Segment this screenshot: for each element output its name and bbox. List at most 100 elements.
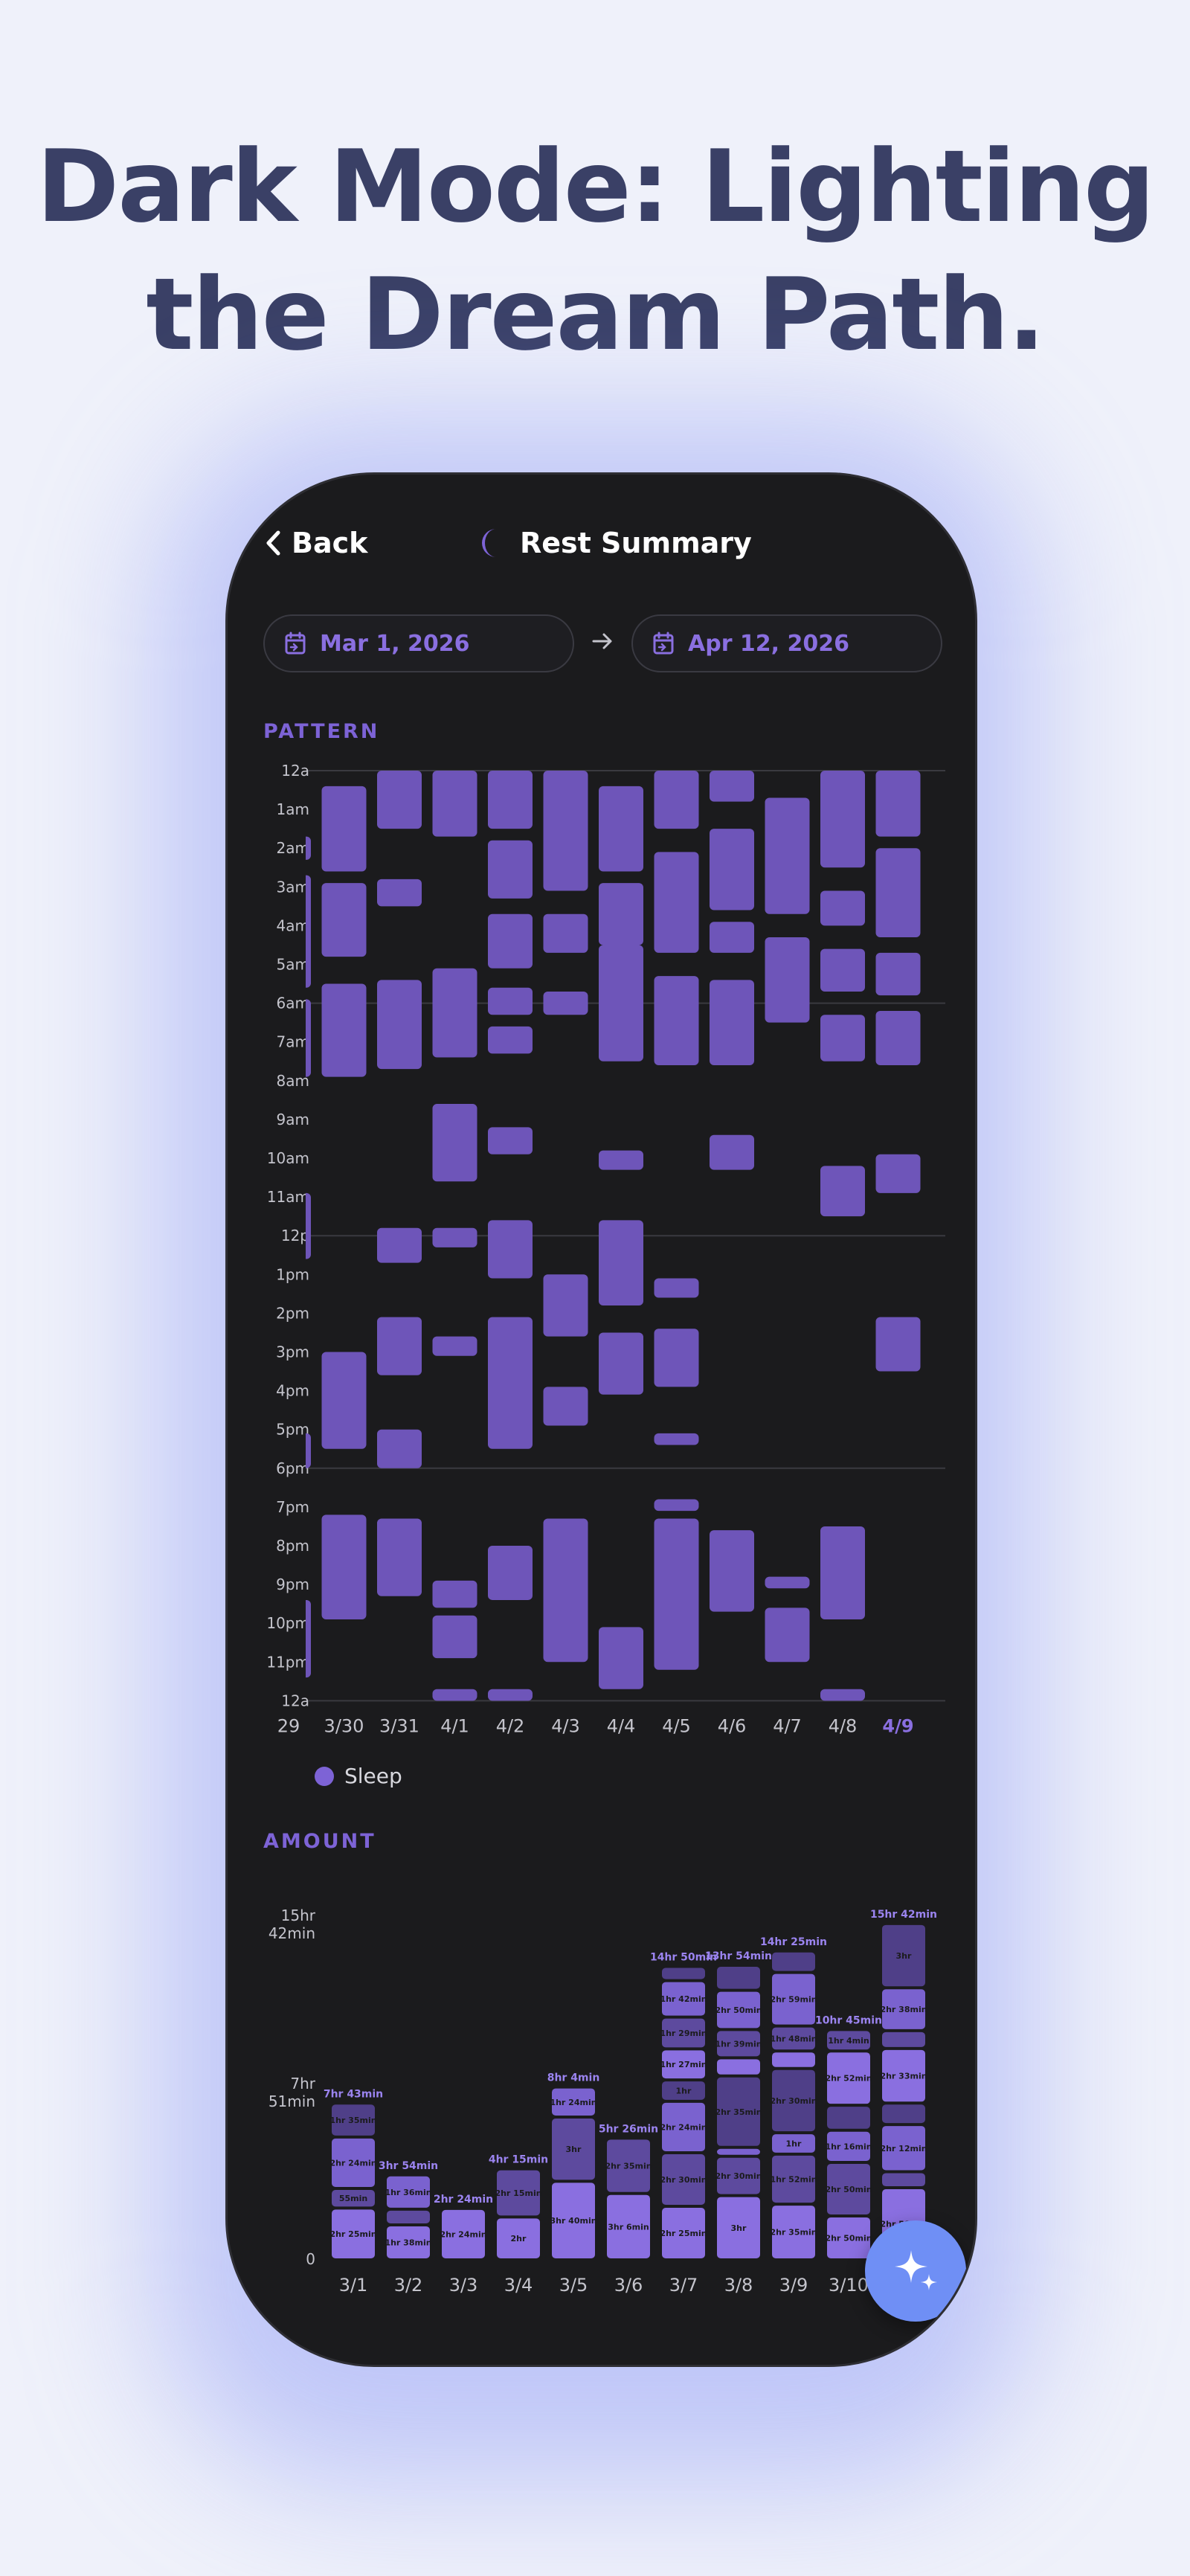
sleep-session-bar	[599, 1332, 643, 1395]
sleep-session-bar	[875, 1011, 921, 1065]
sleep-session-bar	[654, 1278, 699, 1298]
sleep-session-bar	[306, 875, 311, 988]
sleep-session-bar	[543, 1518, 588, 1663]
sleep-session-bar	[820, 948, 865, 992]
sleep-session-bar	[710, 1530, 754, 1612]
amount-segment-label: 1hr 36min	[385, 2188, 431, 2197]
chevron-left-icon	[266, 530, 280, 556]
pattern-y-tick: 10am	[267, 1149, 309, 1167]
sleep-session-bar	[599, 1220, 643, 1305]
amount-segment	[662, 1982, 705, 2016]
screen-header: Rest Summary	[477, 521, 752, 565]
end-date-picker[interactable]: Apr 12, 2026	[631, 614, 942, 672]
headline-line-2: the Dream Path.	[146, 257, 1045, 373]
sleep-session-bar	[488, 987, 533, 1015]
amount-segment	[552, 2182, 595, 2258]
sleep-session-bar	[820, 1015, 865, 1061]
sleep-session-bar	[488, 1546, 533, 1600]
sleep-session-bar	[488, 1317, 533, 1449]
amount-segment	[772, 1973, 815, 2025]
amount-segment	[717, 2197, 760, 2258]
pattern-y-tick: 12a	[281, 762, 309, 780]
amount-segment-label: 1hr 38min	[385, 2238, 431, 2247]
pattern-y-tick: 3am	[277, 878, 309, 896]
amount-segment	[717, 2148, 760, 2155]
sleep-session-bar	[765, 797, 810, 914]
amount-segment	[662, 2208, 705, 2258]
amount-segment-label: 2hr 30min	[715, 2171, 762, 2181]
sleep-session-bar	[654, 852, 699, 953]
sleep-session-bar	[432, 1689, 477, 1701]
amount-segment	[882, 2126, 925, 2171]
amount-segment-label: 1hr	[786, 2139, 802, 2149]
sleep-session-bar	[543, 1387, 588, 1426]
amount-segment	[882, 2049, 925, 2102]
pattern-y-tick: 1am	[277, 800, 309, 818]
amount-y-tick: 7hr	[290, 2075, 315, 2092]
pattern-y-tick: 4pm	[276, 1382, 309, 1400]
amount-segment	[387, 2176, 430, 2208]
amount-bar-total: 3hr 54min	[379, 2160, 438, 2172]
amount-segment-label: 2hr 35min	[605, 2162, 652, 2171]
sleep-session-bar	[875, 771, 921, 837]
amount-y-tick: 0	[306, 2250, 315, 2268]
pattern-y-tick: 11am	[267, 1188, 309, 1206]
phone-frame: Back Rest Summary Mar 1, 2026 Apr 12, 20…	[225, 472, 977, 2367]
pattern-bars	[306, 771, 921, 1701]
back-label: Back	[292, 527, 368, 559]
pattern-section-label: PATTERN	[263, 720, 380, 743]
sleep-session-bar	[710, 829, 754, 910]
pattern-x-tick: 4/8	[829, 1715, 858, 1736]
pattern-y-tick: 7pm	[276, 1498, 309, 1516]
pattern-y-tick: 11pm	[266, 1653, 309, 1671]
sleep-session-bar	[820, 1166, 865, 1217]
amount-x-tick: 3/2	[394, 2275, 423, 2296]
pattern-y-tick: 7am	[277, 1033, 309, 1051]
sleep-session-bar	[820, 771, 865, 868]
pattern-y-tick: 2pm	[276, 1304, 309, 1322]
headline-line-1: Dark Mode: Lighting	[36, 129, 1155, 245]
amount-x-tick: 3/1	[339, 2275, 368, 2296]
amount-segment	[827, 2163, 870, 2214]
sleep-session-bar	[377, 1317, 422, 1375]
screen-title: Rest Summary	[520, 527, 752, 559]
amount-bar-total: 2hr 24min	[434, 2194, 493, 2206]
sparkle-icon	[895, 2250, 937, 2290]
amount-segment	[772, 2027, 815, 2050]
start-date-picker[interactable]: Mar 1, 2026	[263, 614, 574, 672]
amount-segment	[827, 2031, 870, 2050]
pattern-y-tick: 9am	[277, 1111, 309, 1128]
pattern-y-tick: 6pm	[276, 1459, 309, 1477]
ai-assistant-button[interactable]	[865, 2220, 966, 2322]
amount-segment-label: 2hr 50min	[825, 2233, 872, 2243]
sleep-session-bar	[710, 1134, 754, 1170]
amount-segment-label: 2hr 25min	[660, 2229, 707, 2238]
amount-segment	[387, 2226, 430, 2258]
back-button[interactable]: Back	[265, 521, 367, 565]
amount-segment	[772, 2052, 815, 2067]
amount-segment	[882, 2031, 925, 2047]
amount-segment	[717, 2059, 760, 2075]
headline: Dark Mode: Lighting the Dream Path.	[0, 123, 1190, 379]
sleep-session-bar	[875, 1317, 921, 1372]
pattern-x-tick: 29	[277, 1715, 300, 1736]
amount-y-tick-sub: 51min	[268, 2092, 315, 2110]
sleep-session-bar	[321, 1352, 367, 1449]
amount-segment	[772, 2069, 815, 2132]
calendar-icon	[653, 632, 674, 655]
amount-bar-total: 4hr 15min	[489, 2154, 548, 2166]
pattern-x-tick: 4/9	[882, 1715, 913, 1736]
amount-segment	[607, 2194, 650, 2258]
amount-segment-label: 2hr 50min	[715, 2005, 762, 2015]
amount-segment	[827, 2217, 870, 2258]
sleep-session-bar	[599, 945, 643, 1061]
sleep-session-bar	[820, 1689, 865, 1701]
sleep-session-bar	[488, 1127, 533, 1154]
amount-segment	[827, 2107, 870, 2129]
amount-segment	[332, 2138, 375, 2187]
pattern-x-tick: 4/3	[551, 1715, 580, 1736]
amount-segment	[882, 2104, 925, 2124]
amount-segment	[662, 2081, 705, 2100]
sleep-session-bar	[377, 1429, 422, 1468]
sleep-session-bar	[306, 1192, 311, 1259]
